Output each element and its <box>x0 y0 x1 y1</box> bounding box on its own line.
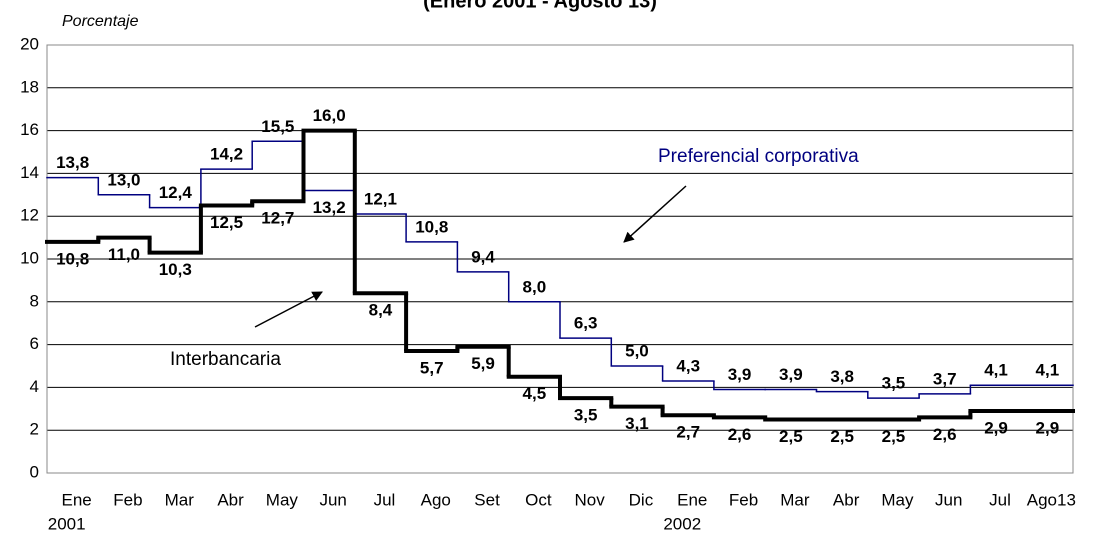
value-label: 6,3 <box>574 314 598 333</box>
x-tick-label: Mar <box>165 490 195 509</box>
value-label: 4,1 <box>1036 361 1060 380</box>
x-tick-label: Abr <box>833 490 860 509</box>
value-label: 2,7 <box>676 423 700 442</box>
value-label: 2,5 <box>830 427 854 446</box>
value-label: 16,0 <box>313 106 346 125</box>
value-label: 11,0 <box>108 245 140 264</box>
value-label: 3,1 <box>625 414 649 433</box>
x-tick-label: May <box>266 490 299 509</box>
value-label: 8,0 <box>523 277 547 296</box>
value-label: 2,9 <box>1036 418 1060 437</box>
value-label: 4,3 <box>676 356 700 375</box>
value-label: 5,7 <box>420 359 444 378</box>
y-tick-label: 14 <box>20 163 39 182</box>
value-label: 14,2 <box>210 145 243 164</box>
y-tick-label: 4 <box>30 377 39 396</box>
value-label: 2,9 <box>984 418 1008 437</box>
y-tick-label: 16 <box>20 120 39 139</box>
value-label: 9,4 <box>471 247 495 266</box>
series-label: Preferencial corporativa <box>658 146 859 167</box>
value-label: 3,8 <box>830 367 854 386</box>
value-label: 2,5 <box>779 427 803 446</box>
value-label: 3,5 <box>574 406 598 425</box>
y-tick-label: 12 <box>20 206 39 225</box>
value-label: 5,9 <box>471 354 495 373</box>
value-label: 3,9 <box>779 365 803 384</box>
value-label: 3,9 <box>728 365 752 384</box>
x-tick-label: Abr <box>217 490 244 509</box>
value-label: 2,5 <box>882 427 906 446</box>
value-label: 10,3 <box>159 260 192 279</box>
value-label: 10,8 <box>56 249 89 268</box>
x-tick-label: Set <box>474 490 500 509</box>
value-label: 4,1 <box>984 361 1008 380</box>
x-tick-label: Jun <box>319 490 346 509</box>
year-label: 2001 <box>48 514 86 533</box>
x-tick-label: Nov <box>575 490 606 509</box>
x-tick-label: Feb <box>729 490 758 509</box>
value-label: 8,4 <box>369 301 393 320</box>
arrow <box>254 291 323 328</box>
x-tick-label: May <box>881 490 914 509</box>
value-label: 12,7 <box>261 209 294 228</box>
y-tick-label: 8 <box>30 291 39 310</box>
value-label: 2,6 <box>933 425 957 444</box>
y-tick-label: 20 <box>20 34 39 53</box>
value-label: 5,0 <box>625 341 649 360</box>
x-tick-label: Dic <box>629 490 654 509</box>
x-tick-label: Ene <box>677 490 707 509</box>
arrow <box>623 185 687 243</box>
year-label: 2002 <box>663 514 701 533</box>
value-label: 10,8 <box>415 217 448 236</box>
value-label: 15,5 <box>261 117 294 136</box>
series-label: Interbancaria <box>170 349 281 370</box>
x-tick-label: Oct <box>525 490 552 509</box>
x-tick-label: Jul <box>989 490 1011 509</box>
x-tick-label: Jun <box>935 490 962 509</box>
y-tick-label: 2 <box>30 420 39 439</box>
x-tick-label: Ago <box>421 490 451 509</box>
y-tick-label: 6 <box>30 334 39 353</box>
plot-frame <box>46 44 1074 474</box>
y-tick-label: 10 <box>20 248 39 267</box>
value-label: 4,5 <box>523 384 547 403</box>
y-axis-label: Porcentaje <box>62 13 139 30</box>
value-label: 13,8 <box>56 153 89 172</box>
x-tick-label: Mar <box>780 490 810 509</box>
x-tick-label: Ene <box>62 490 92 509</box>
value-label: 13,2 <box>313 198 346 217</box>
value-label: 12,1 <box>364 190 397 209</box>
chart-title: (Enero 2001 - Agosto 13) <box>423 0 657 12</box>
x-tick-label: Ago13 <box>1027 490 1076 509</box>
x-tick-label: Feb <box>113 490 142 509</box>
value-label: 3,7 <box>933 369 957 388</box>
value-label: 13,0 <box>107 170 140 189</box>
value-label: 12,4 <box>159 183 193 202</box>
y-tick-label: 18 <box>20 77 39 96</box>
x-tick-label: Jul <box>374 490 396 509</box>
value-label: 2,6 <box>728 425 752 444</box>
y-tick-label: 0 <box>30 462 39 481</box>
value-label: 12,5 <box>210 213 243 232</box>
value-label: 3,5 <box>882 374 906 393</box>
